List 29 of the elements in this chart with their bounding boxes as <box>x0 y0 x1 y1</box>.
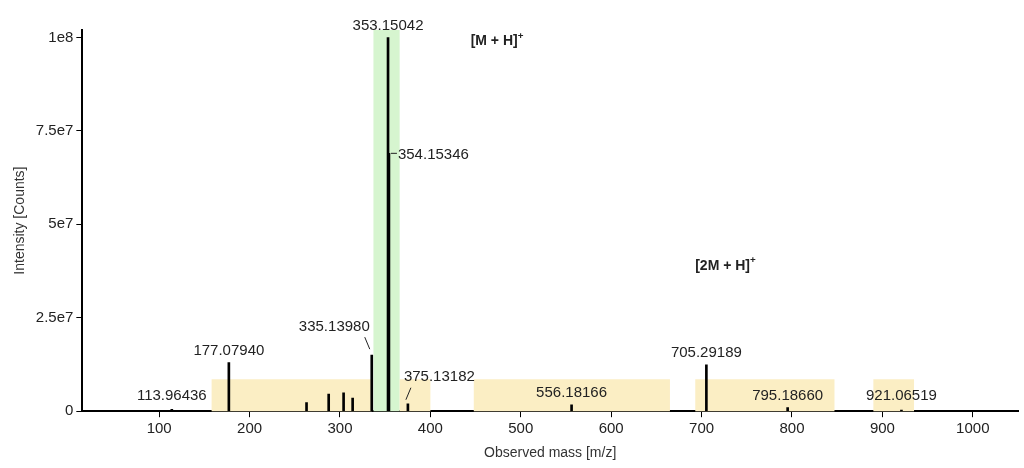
annotation: 353.15042 <box>352 16 424 34</box>
annotation: 113.96436 <box>136 385 207 403</box>
annotation: 921.06519 <box>865 385 937 403</box>
x-tick-label: 600 <box>598 419 624 437</box>
y-axis-title: Intensity [Counts] <box>11 166 28 275</box>
y-tick-label: 2.5e7 <box>35 307 74 325</box>
y-tick-label: 1e8 <box>48 27 74 45</box>
annotation: 705.29189 <box>670 343 742 361</box>
x-tick-label: 100 <box>146 419 172 437</box>
x-tick-label: 900 <box>869 419 895 437</box>
x-tick-label: 500 <box>508 419 534 437</box>
annotation: 335.13980 <box>298 316 370 334</box>
y-tick-label: 5e7 <box>48 214 74 232</box>
annotation: 354.15346 <box>397 145 469 163</box>
y-tick-label: 7.5e7 <box>35 121 74 139</box>
annotation: 177.07940 <box>193 341 265 359</box>
annotation: [2M + H]+ <box>695 254 757 274</box>
x-tick-label: 400 <box>417 419 443 437</box>
x-axis-title: Observed mass [m/z] <box>484 444 617 461</box>
x-tick-label: 300 <box>327 419 353 437</box>
y-tick-label: 0 <box>64 401 74 419</box>
annotation: 375.13182 <box>403 367 475 385</box>
x-tick-label: 800 <box>779 419 805 437</box>
annotation: 795.18660 <box>752 385 824 403</box>
x-tick-label: 1000 <box>956 419 990 437</box>
annotation: 556.18166 <box>536 383 608 401</box>
x-tick-label: 700 <box>689 419 715 437</box>
annotation: [M + H]+ <box>470 29 524 49</box>
x-tick-label: 200 <box>237 419 263 437</box>
